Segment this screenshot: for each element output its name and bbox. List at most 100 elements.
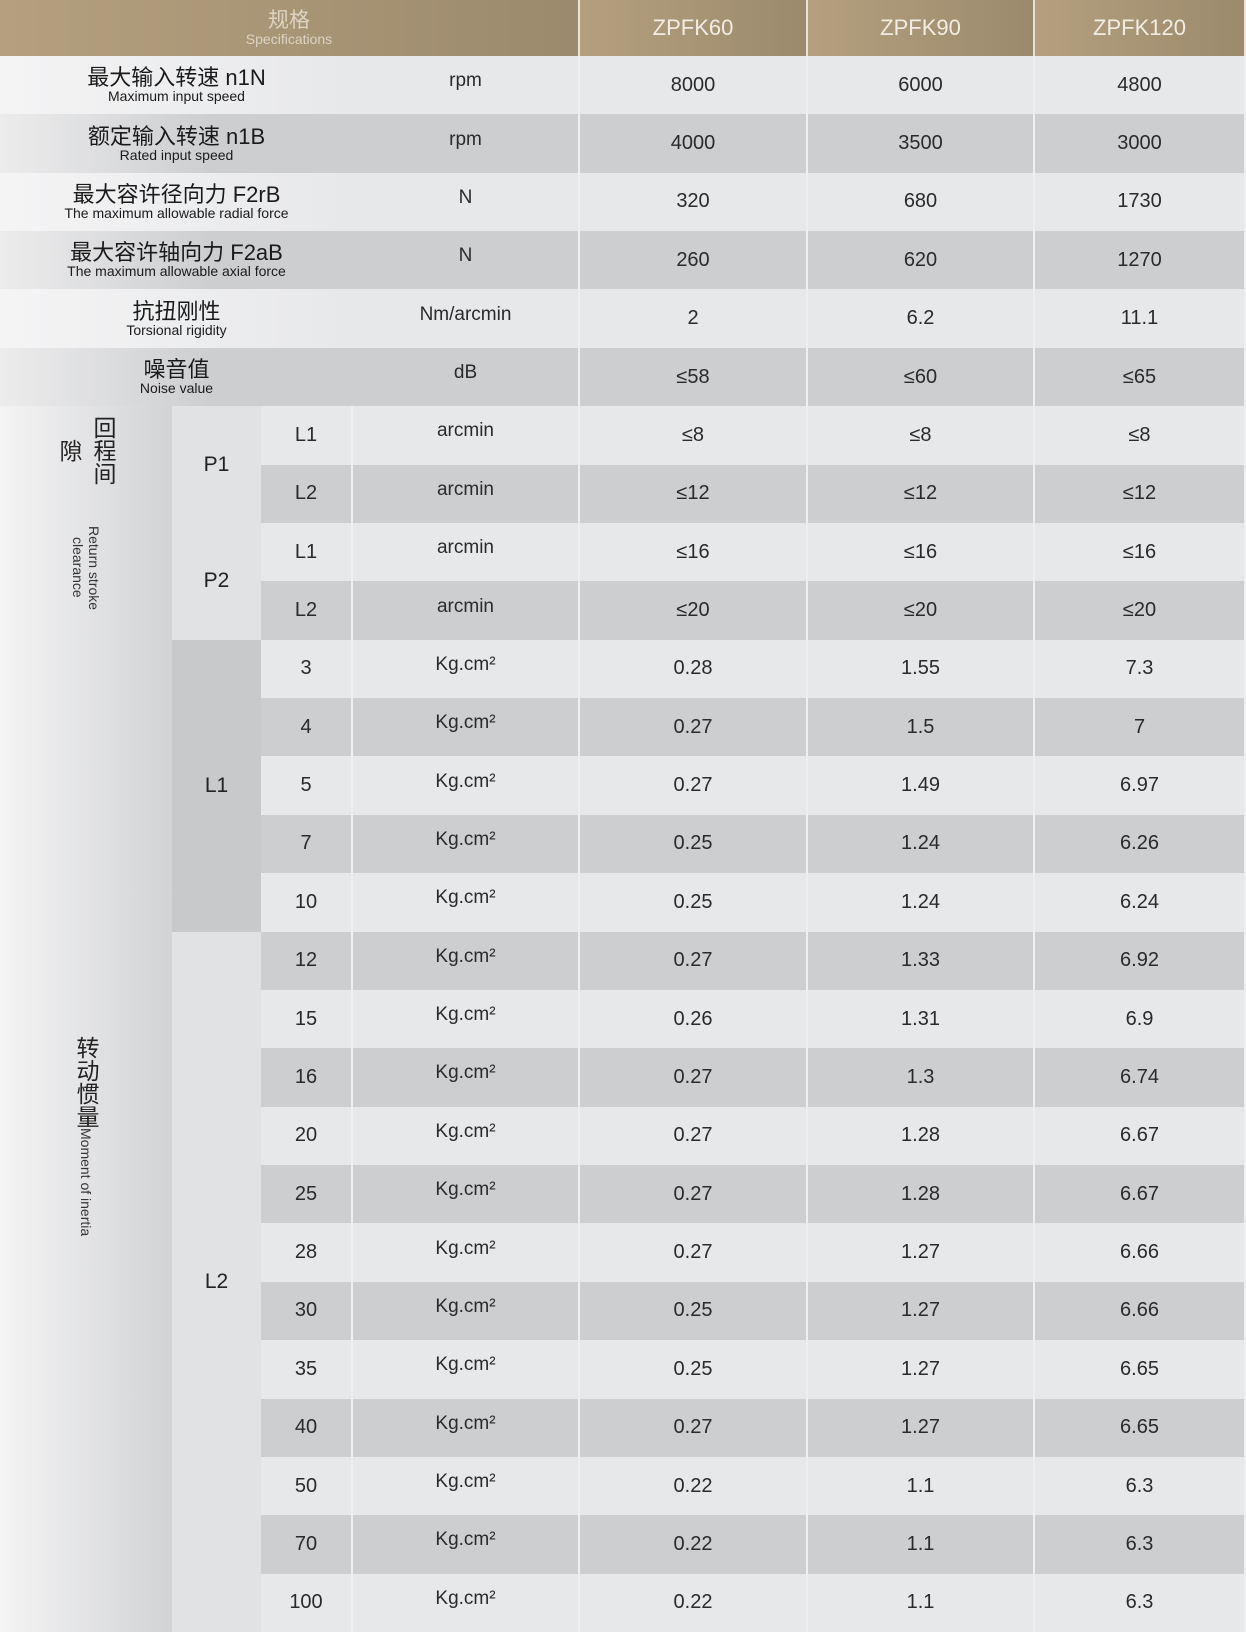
value-cell: 1.27	[808, 1281, 1035, 1341]
value-cell: 3000	[1035, 114, 1246, 173]
value-cell: 0.27	[580, 1106, 808, 1166]
spec-label-zh: 最大输入转速 n1N	[87, 65, 266, 91]
value-cell: 6.24	[1035, 873, 1246, 932]
spec-label-zh: 额定输入转速 n1B	[87, 123, 266, 149]
sub-label: 25	[261, 1165, 353, 1224]
backlash-title-en: Return stroke clearance	[70, 525, 102, 610]
unit-cell: dB	[353, 347, 580, 407]
value-cell: 6.74	[1035, 1048, 1246, 1107]
unit-cell: arcmin	[353, 406, 580, 465]
header-spec-zh: 规格	[268, 8, 310, 32]
header-model: ZPFK120	[1035, 0, 1246, 56]
value-cell: ≤60	[808, 347, 1035, 407]
value-cell: 6.3	[1035, 1573, 1246, 1632]
value-cell: 0.27	[580, 698, 808, 757]
spec-label-en: Maximum input speed	[108, 88, 245, 105]
value-cell: 6.26	[1035, 814, 1246, 874]
value-cell: 0.27	[580, 1223, 808, 1282]
value-cell: 1.31	[808, 989, 1035, 1049]
value-cell: 7.3	[1035, 639, 1246, 699]
unit-cell: Kg.cm²	[353, 1281, 580, 1341]
unit-cell: Kg.cm²	[353, 1048, 580, 1107]
value-cell: ≤65	[1035, 347, 1246, 407]
value-cell: 1.27	[808, 1398, 1035, 1457]
value-cell: 680	[808, 172, 1035, 232]
unit-cell: Kg.cm²	[353, 1573, 580, 1632]
value-cell: 2	[580, 289, 808, 348]
value-cell: 320	[580, 172, 808, 232]
value-cell: 0.22	[580, 1456, 808, 1516]
value-cell: 0.26	[580, 989, 808, 1049]
sub-label: 30	[261, 1281, 353, 1341]
value-cell: 1270	[1035, 231, 1246, 290]
group-label: L1	[172, 639, 261, 932]
value-cell: ≤8	[808, 406, 1035, 465]
value-cell: 260	[580, 231, 808, 290]
sub-label: L1	[261, 406, 353, 465]
value-cell: ≤12	[1035, 464, 1246, 523]
spec-label-en: Noise value	[139, 380, 214, 397]
inertia-title-zh: 转动惯量	[73, 1035, 99, 1128]
unit-cell: Kg.cm²	[353, 756, 580, 815]
value-cell: 11.1	[1035, 289, 1246, 348]
value-cell: 0.27	[580, 931, 808, 990]
sub-label: 20	[261, 1106, 353, 1166]
value-cell: 1.1	[808, 1573, 1035, 1632]
value-cell: 1.33	[808, 931, 1035, 990]
spec-label-en: The maximum allowable axial force	[67, 263, 286, 280]
sub-label: 16	[261, 1048, 353, 1107]
group-left-column	[0, 406, 172, 1632]
sub-label: L1	[261, 522, 353, 582]
value-cell: ≤16	[808, 522, 1035, 582]
value-cell: 1.28	[808, 1165, 1035, 1224]
sub-label: 35	[261, 1340, 353, 1399]
spec-label-en: Torsional rigidity	[126, 321, 227, 338]
sub-label: 5	[261, 756, 353, 815]
sub-label: 10	[261, 873, 353, 932]
unit-cell: N	[353, 231, 580, 290]
value-cell: 6.67	[1035, 1165, 1246, 1224]
unit-cell: Kg.cm²	[353, 1456, 580, 1516]
sub-label: 15	[261, 989, 353, 1049]
unit-cell: arcmin	[353, 522, 580, 582]
value-cell: ≤12	[580, 464, 808, 523]
inertia-title-en: Moment of inertia	[78, 1127, 94, 1236]
value-cell: 3500	[808, 114, 1035, 173]
spec-label-en: The maximum allowable radial force	[64, 204, 289, 221]
value-cell: 1730	[1035, 172, 1246, 232]
group-label: P1	[172, 406, 261, 523]
spec-label: 额定输入转速 n1B Rated input speed	[0, 114, 353, 173]
spec-label: 最大输入转速 n1N Maximum input speed	[0, 56, 353, 115]
value-cell: ≤58	[580, 347, 808, 407]
value-cell: 0.25	[580, 814, 808, 874]
unit-cell: rpm	[353, 114, 580, 173]
value-cell: ≤16	[580, 522, 808, 582]
unit-cell: Kg.cm²	[353, 1340, 580, 1399]
unit-cell: arcmin	[353, 581, 580, 640]
value-cell: ≤12	[808, 464, 1035, 523]
spec-label: 噪音值 Noise value	[0, 347, 353, 407]
value-cell: ≤16	[1035, 522, 1246, 582]
unit-cell: Kg.cm²	[353, 1398, 580, 1457]
sub-label: 70	[261, 1515, 353, 1574]
value-cell: 8000	[580, 56, 808, 115]
value-cell: 6.67	[1035, 1106, 1246, 1166]
unit-cell: Kg.cm²	[353, 931, 580, 990]
value-cell: 1.55	[808, 639, 1035, 699]
value-cell: 620	[808, 231, 1035, 290]
sub-label: 7	[261, 814, 353, 874]
value-cell: 6.65	[1035, 1340, 1246, 1399]
sub-label: L2	[261, 464, 353, 523]
value-cell: 1.5	[808, 698, 1035, 757]
inertia-section-title: 转动惯量 Moment of inertia	[0, 640, 172, 1632]
unit-cell: rpm	[353, 56, 580, 115]
value-cell: 0.27	[580, 1048, 808, 1107]
sub-label: L2	[261, 581, 353, 640]
header-spec-en: Specifications	[245, 30, 333, 47]
header-model: ZPFK90	[808, 0, 1035, 56]
value-cell: 0.27	[580, 1398, 808, 1457]
value-cell: ≤20	[1035, 581, 1246, 640]
value-cell: 4800	[1035, 56, 1246, 115]
backlash-title-zh: 回程间隙	[56, 416, 116, 486]
group-label: L2	[172, 931, 261, 1632]
